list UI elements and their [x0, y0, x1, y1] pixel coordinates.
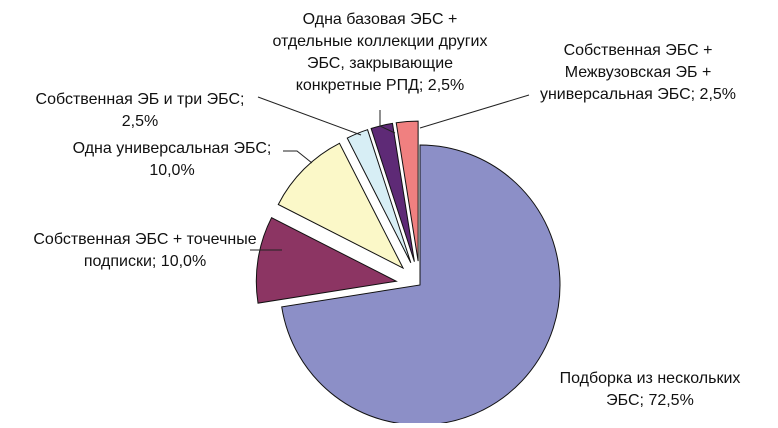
slice-label-line: подписки; 10,0%	[84, 253, 206, 270]
pie-slice	[281, 144, 561, 426]
slice-label: Собственная ЭБС + точечные подписки; 10,0…	[33, 231, 256, 270]
pie-slice	[277, 142, 405, 270]
leader-line	[379, 110, 396, 134]
slice-label: Подборка из нескольких ЭБС; 72,5%	[560, 370, 741, 409]
slice-label-line: Собственная ЭБС +	[564, 42, 713, 59]
slice-label-line: ЭБС; 72,5%	[606, 392, 694, 409]
slice-label-line: Собственная ЭБ и три ЭБС;	[36, 91, 245, 108]
leader-line	[419, 94, 530, 129]
slice-label-line: Собственная ЭБС + точечные	[33, 231, 256, 248]
slice-label-line: Одна универсальная ЭБС;	[73, 140, 272, 157]
slice-label-line: конкретные РПД; 2,5%	[296, 77, 465, 94]
slice-label-line: Межвузовская ЭБ +	[565, 64, 712, 81]
slice-label-line: Одна базовая ЭБС +	[303, 11, 458, 28]
slice-label-line: 10,0%	[149, 162, 194, 179]
slice-label: Одна базовая ЭБС + отдельные коллекции др…	[272, 11, 487, 94]
pie-slice	[370, 122, 415, 262]
slice-label-line: универсальная ЭБС; 2,5%	[540, 86, 736, 103]
leader-line	[257, 96, 362, 136]
slice-label: Собственная ЭБС + Межвузовская ЭБ + универ…	[540, 42, 736, 103]
slice-label-line: Подборка из нескольких	[560, 370, 741, 387]
slice-label-line: 2,5%	[122, 113, 158, 130]
slice-label: Одна универсальная ЭБС; 10,0%	[73, 140, 272, 179]
pie-slice	[255, 217, 398, 304]
slice-label: Собственная ЭБ и три ЭБС; 2,5%	[36, 91, 245, 130]
leader-line	[283, 150, 313, 164]
slice-label-line: отдельные коллекции других	[272, 33, 487, 50]
slice-label-line: ЭБС, закрывающие	[307, 55, 453, 72]
pie-slice	[395, 120, 419, 262]
